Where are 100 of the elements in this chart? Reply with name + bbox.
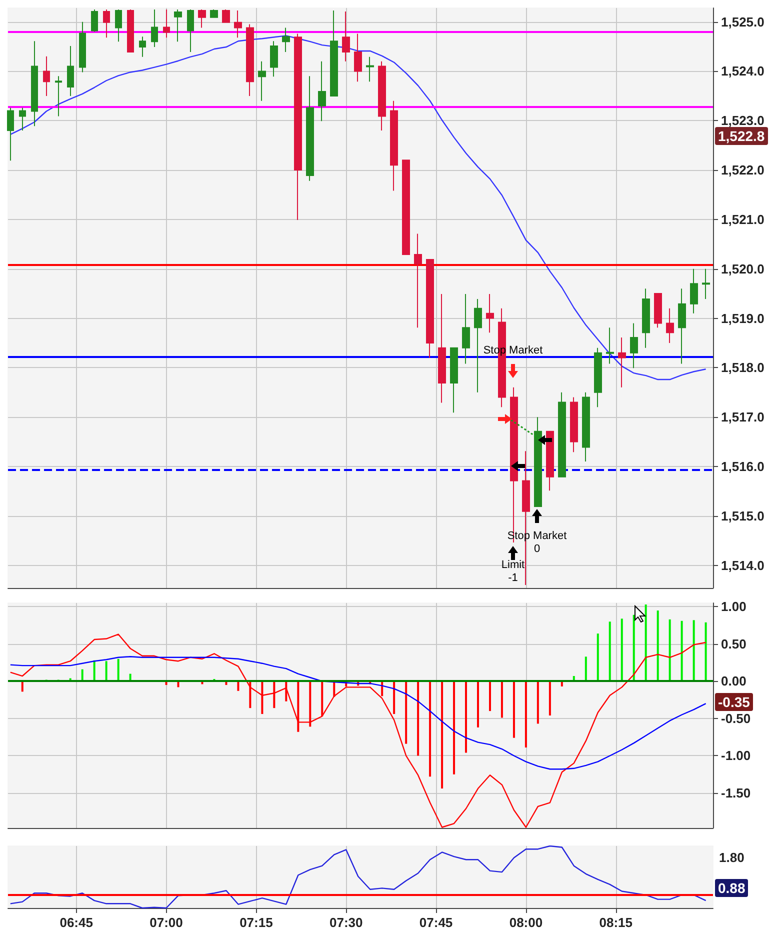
- y-tick-label: 0.50: [721, 636, 746, 652]
- candlestick: [462, 294, 470, 364]
- bar: [117, 658, 120, 682]
- candlestick: [55, 76, 62, 117]
- y-tick-label: -0.50: [721, 710, 751, 726]
- y-tick-label: 1,523.0: [721, 113, 764, 128]
- bar: [596, 634, 599, 682]
- y-tick-label: 1,517.0: [721, 410, 764, 425]
- y-tick-label: 1,516.0: [721, 458, 764, 474]
- bar: [704, 622, 707, 682]
- candlestick: [390, 100, 398, 192]
- bar: [524, 681, 527, 748]
- candlestick: [702, 268, 710, 300]
- candlestick: [546, 430, 554, 492]
- y-tick-label: 1,514.0: [721, 558, 764, 573]
- candlestick: [115, 8, 122, 42]
- candlestick: [198, 8, 206, 28]
- text: 1.80: [718, 849, 746, 866]
- y-tick-label: 1.00: [721, 599, 746, 614]
- bar: [477, 681, 480, 728]
- bar: [500, 681, 503, 718]
- bar: [512, 681, 515, 738]
- candlestick: [378, 60, 386, 132]
- bar: [692, 620, 695, 682]
- bar: [321, 681, 324, 716]
- y-tick-label: 1,519.0: [721, 310, 764, 326]
- candlestick: [222, 8, 230, 23]
- candlestick: [426, 258, 434, 358]
- x-tick-label: 06:45: [60, 915, 93, 930]
- candlestick: [402, 160, 410, 256]
- bar: [393, 681, 396, 714]
- candlestick: [210, 8, 218, 18]
- bar: [608, 622, 611, 682]
- line-series: [10, 656, 706, 770]
- bar: [644, 604, 647, 682]
- bar: [309, 681, 312, 727]
- annotation: Limit -1: [501, 559, 525, 585]
- bar: [680, 620, 683, 682]
- bar: [105, 661, 108, 682]
- candlestick: [79, 21, 86, 73]
- line-series: [10, 634, 706, 828]
- bar: [21, 681, 24, 692]
- bar: [453, 681, 456, 774]
- x-tick-label: 07:45: [419, 915, 453, 930]
- candlestick: [582, 392, 590, 462]
- bar: [441, 681, 444, 789]
- y-tick-label: 1,515.0: [721, 508, 764, 524]
- y-tick-label: 1,520.0: [721, 261, 764, 276]
- x-tick-label: 08:15: [599, 915, 633, 930]
- y-tick-label: 1,524.0: [721, 64, 764, 79]
- text: 0.88: [715, 879, 748, 897]
- candlestick: [43, 56, 50, 96]
- bar: [465, 681, 467, 753]
- candlestick: [342, 10, 350, 62]
- bar: [429, 681, 432, 777]
- candlestick: [174, 8, 182, 42]
- y-tick-label: 1,521.0: [721, 212, 764, 227]
- candlestick: [558, 392, 566, 478]
- y-tick-label: -1.50: [721, 785, 751, 800]
- candlestick: [654, 293, 662, 328]
- candlestick: [163, 8, 170, 38]
- bar: [261, 681, 264, 714]
- candlestick: [7, 107, 14, 162]
- candlestick: [678, 288, 686, 364]
- candlestick: [570, 396, 578, 453]
- bar: [237, 681, 240, 691]
- candlestick: [258, 60, 266, 102]
- y-tick-label: 1,522.0: [721, 162, 764, 178]
- candlestick: [438, 294, 446, 404]
- candlestick: [414, 233, 422, 328]
- x-tick-label: 07:00: [150, 915, 183, 930]
- y-tick-label: 1,525.0: [721, 14, 764, 30]
- bar: [656, 610, 659, 682]
- candlestick: [270, 40, 278, 78]
- candlestick: [139, 36, 146, 58]
- candlestick: [642, 288, 650, 348]
- candlestick: [91, 8, 98, 32]
- bar: [297, 681, 300, 732]
- candlestick: [187, 8, 194, 52]
- text: -0.35: [715, 693, 753, 711]
- bar: [584, 656, 587, 682]
- candlestick: [103, 8, 110, 38]
- candlestick: [151, 8, 158, 48]
- y-tick-label: 1,518.0: [721, 360, 764, 376]
- candlestick: [282, 27, 290, 52]
- y-tick-label: 0.00: [721, 674, 746, 689]
- bar: [548, 681, 551, 716]
- candlestick: [246, 24, 254, 96]
- bar: [273, 681, 276, 708]
- candlestick: [666, 308, 674, 344]
- candlestick: [19, 107, 26, 132]
- candlestick: [306, 76, 314, 182]
- line-series: [10, 35, 706, 380]
- bar: [488, 681, 491, 712]
- candlestick: [234, 10, 242, 38]
- candlestick: [127, 8, 134, 52]
- text: 1,522.8: [715, 127, 768, 145]
- candlestick: [630, 322, 638, 369]
- candlestick: [366, 56, 374, 82]
- candlestick: [31, 40, 38, 127]
